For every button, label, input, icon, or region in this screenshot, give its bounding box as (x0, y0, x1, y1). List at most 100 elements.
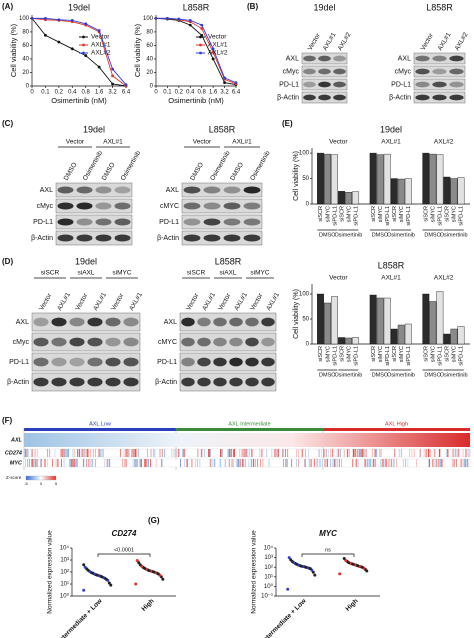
stripe (428, 449, 429, 457)
stripe (278, 449, 280, 457)
stripe (90, 449, 92, 457)
stripe (355, 449, 357, 457)
stripe (328, 449, 329, 457)
band (449, 68, 464, 75)
band (197, 377, 211, 387)
stripe (27, 449, 29, 457)
band (51, 337, 67, 347)
bar-label: siPD-L1 (406, 346, 412, 366)
stripe (132, 449, 133, 457)
blot-title: L858R (426, 2, 453, 12)
stripe (257, 459, 258, 467)
stripe (220, 449, 222, 457)
row-label: β-Actin (155, 379, 177, 386)
band (303, 55, 316, 62)
x-tick-label: 0.1 (41, 90, 50, 96)
row-label: β-Actin (157, 235, 179, 242)
stripe (74, 459, 75, 467)
stripe (282, 449, 284, 457)
bar-label: siMYC (452, 206, 458, 222)
stripe (285, 459, 287, 467)
stripe (334, 459, 336, 467)
stripe (209, 459, 211, 467)
stripe (268, 459, 270, 467)
blot-strip (179, 372, 277, 392)
band (415, 81, 430, 88)
lane-label: DMSO (101, 161, 117, 181)
stripe (310, 459, 312, 467)
band (229, 377, 243, 387)
stripe (135, 459, 137, 467)
stripe (201, 449, 203, 457)
stripe (72, 449, 74, 457)
y-tick-label: 10⁴ (264, 545, 274, 552)
panel-label: (A) (2, 2, 13, 11)
blot-strip (181, 214, 263, 230)
stripe (161, 459, 163, 467)
blot-strip (179, 332, 277, 352)
stripe (403, 459, 404, 467)
group-label: AXL#1 (232, 139, 252, 146)
bar (422, 293, 430, 345)
data-point (138, 563, 142, 567)
bar (429, 153, 437, 205)
stripe (301, 449, 303, 457)
bar (397, 324, 405, 345)
lane-label: AXL#1 (265, 291, 281, 312)
data-point (97, 65, 101, 69)
stripe (438, 449, 440, 457)
stripe (61, 449, 62, 457)
stripe (366, 459, 368, 467)
stripe (296, 449, 297, 457)
lane-label: DMSO (63, 161, 79, 181)
row-label: β-Actin (389, 94, 411, 101)
stripe (371, 449, 373, 457)
row-label: AXL (40, 187, 53, 194)
treatment-label: Osimertinib (334, 372, 362, 378)
stripe (371, 459, 373, 467)
data-point (84, 54, 88, 57)
stripe (396, 459, 397, 467)
stripe (298, 459, 299, 467)
stripe (33, 459, 34, 467)
bar (383, 297, 391, 345)
band (183, 186, 201, 194)
band (223, 234, 241, 242)
data-point (97, 29, 101, 32)
stripe (155, 459, 157, 467)
stripe (286, 459, 288, 467)
band (245, 337, 259, 347)
x-tick-label: High (344, 598, 359, 613)
band (123, 337, 139, 347)
row-label: cMyc (283, 68, 300, 75)
stripe (343, 449, 345, 457)
stripe (276, 449, 278, 457)
stripe (455, 449, 457, 457)
stripe (304, 459, 306, 467)
bar-label: siSCR (339, 206, 345, 222)
stripe (222, 449, 223, 457)
bar-label: siSCR (424, 206, 430, 222)
stripe (360, 449, 362, 457)
band (243, 234, 261, 242)
blot-strip (55, 198, 133, 214)
stripe (62, 449, 64, 457)
stripe (144, 459, 146, 467)
stripe (369, 459, 371, 467)
lane-label: AXL#1 (437, 31, 453, 52)
blot-title: L858R (209, 124, 236, 134)
stripe (106, 459, 108, 467)
panel-label: (G) (148, 516, 160, 525)
legend-label: AXL#1 (91, 42, 111, 49)
stripe (184, 449, 186, 457)
band (197, 337, 211, 347)
band (415, 94, 430, 101)
band (245, 377, 259, 387)
treatment-label: DMSO (319, 372, 336, 378)
stripe (357, 459, 359, 467)
stripe (428, 459, 429, 467)
stripe (107, 459, 108, 467)
stripe (405, 459, 407, 467)
stripe (352, 459, 354, 467)
y-tick-label: 10⁻¹ (261, 594, 273, 600)
